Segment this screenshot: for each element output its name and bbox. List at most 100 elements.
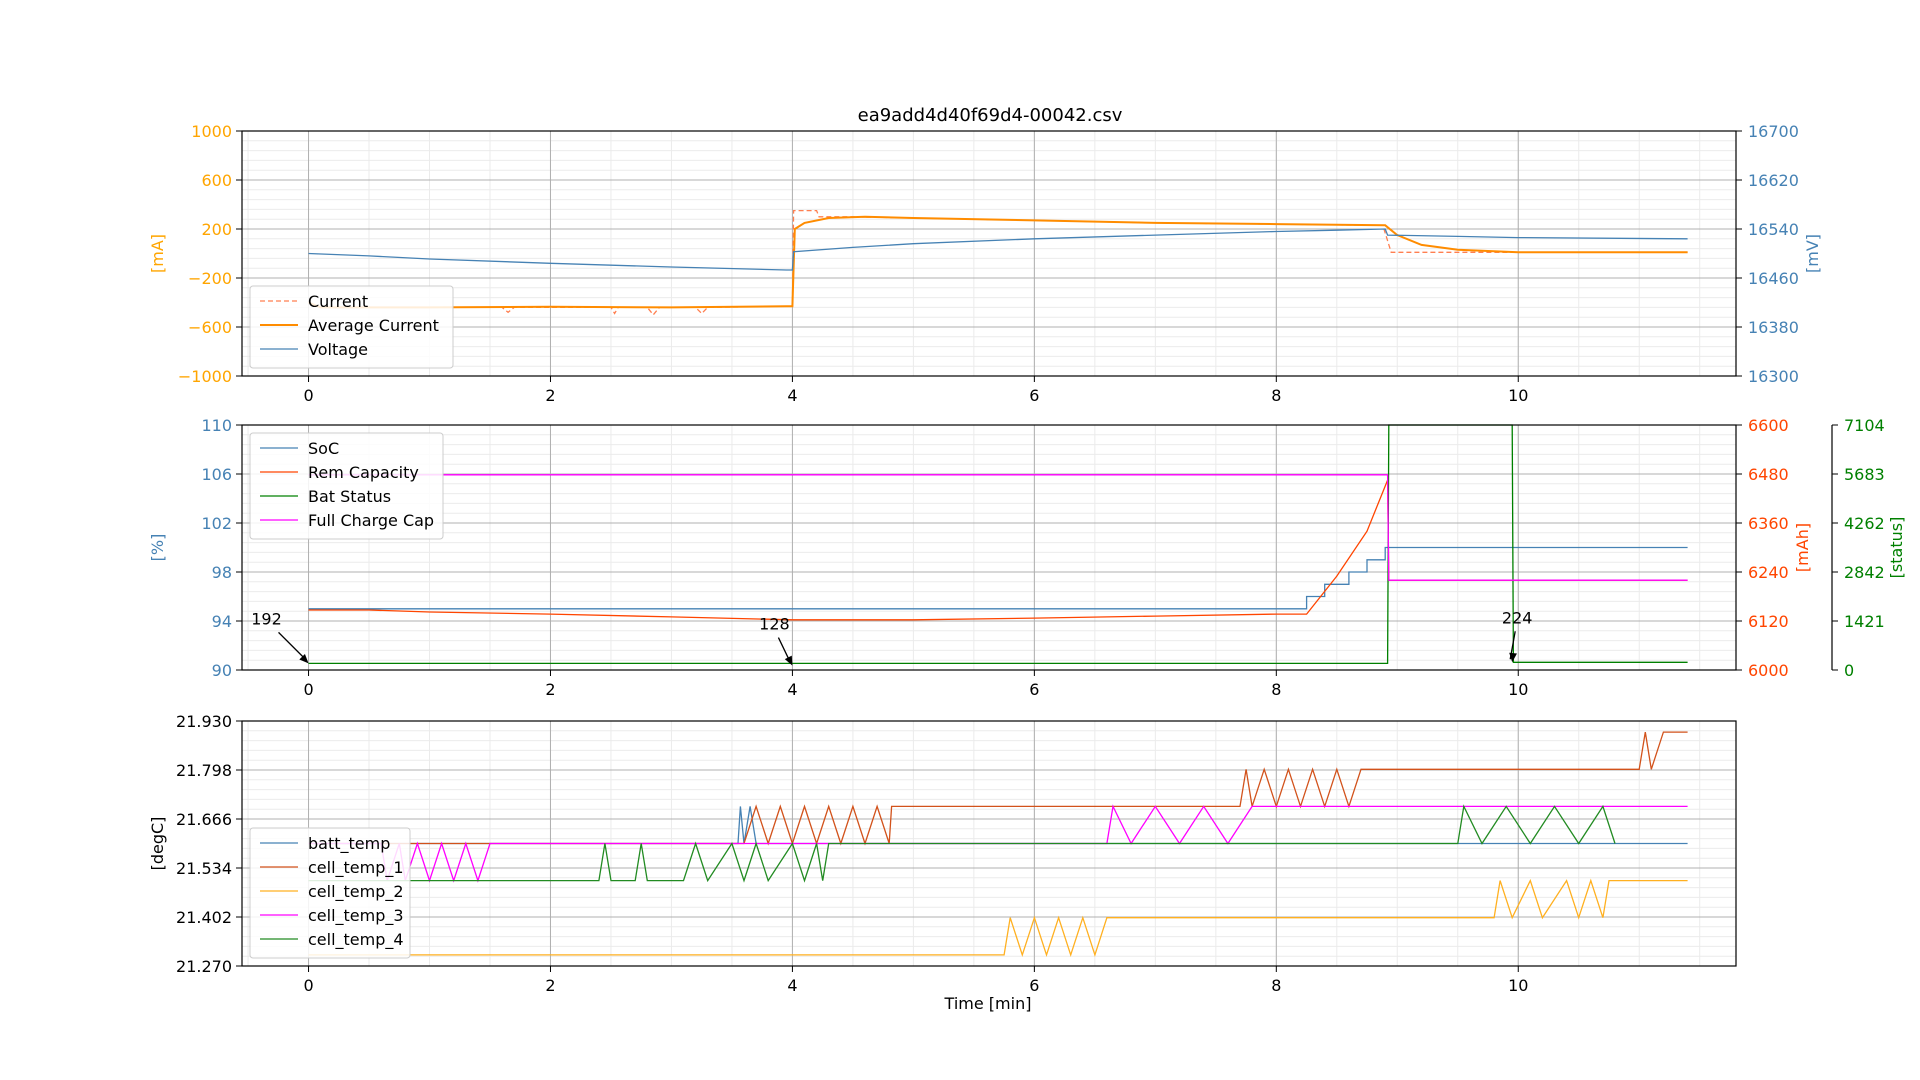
y-tick-label-right2: 7104	[1844, 416, 1885, 435]
y-axis-label-left: [mA]	[148, 234, 167, 273]
series-line-bat-status	[308, 424, 1688, 665]
y-tick-label-right: 6360	[1748, 514, 1789, 533]
y-tick-label-left: −1000	[178, 367, 232, 386]
annotation-arrowhead	[784, 655, 793, 666]
panel-1: 0 2 4 6 8 10 −1000 −600 −200 200 600 1000 [mA] 16300 1…	[148, 122, 1822, 405]
y-tick-label-left: 1000	[191, 122, 232, 141]
annotation-label: 192	[251, 609, 282, 628]
y-tick-label-right: 16300	[1748, 367, 1799, 386]
series-line-batt-temp	[308, 806, 1688, 845]
x-tick-label: 0	[303, 976, 313, 995]
legend-label: Voltage	[308, 340, 368, 359]
y-tick-label-left: 600	[201, 171, 232, 190]
y-tick-label-right: 6120	[1748, 612, 1789, 631]
x-tick-label: 0	[303, 386, 313, 405]
x-tick-label: 6	[1029, 386, 1039, 405]
x-tick-label: 10	[1508, 976, 1528, 995]
legend-label: Average Current	[308, 316, 439, 335]
y-tick-label-left: 94	[212, 612, 232, 631]
legend-label: Full Charge Cap	[308, 511, 434, 530]
y-tick-label-left: 102	[201, 514, 232, 533]
x-tick-label: 2	[545, 976, 555, 995]
y-tick-label-left: 98	[212, 563, 232, 582]
y-tick-label-right: 16700	[1748, 122, 1799, 141]
annotation-arrowhead	[1509, 652, 1517, 663]
legend-box	[249, 827, 411, 959]
y-tick-label-left: −200	[188, 269, 232, 288]
y-tick-label-right: 6000	[1748, 661, 1789, 680]
plot-frame	[241, 720, 1737, 967]
legend-box	[249, 432, 444, 540]
legend-box	[249, 285, 454, 369]
series-line-cell-temp-2	[308, 878, 1688, 958]
series-line-cell-temp-1	[308, 731, 1688, 846]
y-tick-label-left: 110	[201, 416, 232, 435]
legend-label: cell_temp_3	[308, 906, 404, 926]
y-tick-label-right: 16540	[1748, 220, 1799, 239]
y-tick-label-left: 90	[212, 661, 232, 680]
annotation-arrow	[278, 631, 307, 661]
x-tick-label: 4	[787, 976, 797, 995]
annotation-arrowhead	[299, 654, 309, 664]
legend-label: Current	[308, 292, 368, 311]
legend-label: cell_temp_1	[308, 858, 404, 878]
y-tick-label-right: 6600	[1748, 416, 1789, 435]
x-tick-label: 6	[1029, 976, 1039, 995]
legend: SoC Rem Capacity Bat Status Full Charge Cap	[249, 432, 444, 540]
y-tick-label-left: 21.666	[176, 810, 232, 829]
legend: batt_temp cell_temp_1 cell_temp_2 cell_temp…	[249, 827, 411, 959]
legend-label: batt_temp	[308, 834, 390, 854]
y-tick-label-right: 16620	[1748, 171, 1799, 190]
annotation-label: 224	[1502, 608, 1533, 627]
y-axis-label-left: [%]	[148, 534, 167, 562]
y-tick-label-right: 16460	[1748, 269, 1799, 288]
series-line-average-current	[308, 215, 1688, 309]
x-axis-label: Time [min]	[944, 994, 1032, 1013]
y-tick-label-left: 21.534	[176, 859, 232, 878]
y-tick-label-right: 6240	[1748, 563, 1789, 582]
plot-frame	[241, 130, 1737, 377]
series-line-full-charge-cap	[308, 474, 1688, 581]
series-line-rem-capacity	[308, 479, 1688, 621]
y-tick-label-right2: 1421	[1844, 612, 1885, 631]
y-tick-label-left: 21.930	[176, 712, 232, 731]
y-tick-label-right2: 0	[1844, 661, 1854, 680]
x-tick-label: 10	[1508, 386, 1528, 405]
x-tick-label: 10	[1508, 680, 1528, 699]
y-tick-label-right: 6480	[1748, 465, 1789, 484]
y-tick-label-right2: 2842	[1844, 563, 1885, 582]
y-axis-label-right: [mAh]	[1793, 523, 1812, 572]
legend: Current Average Current Voltage	[249, 285, 454, 369]
y-tick-label-right: 16380	[1748, 318, 1799, 337]
x-tick-label: 4	[787, 386, 797, 405]
x-tick-label: 8	[1271, 976, 1281, 995]
y-tick-label-right2: 4262	[1844, 514, 1885, 533]
y-tick-label-left: 21.270	[176, 957, 232, 976]
series-line-cell-temp-4	[308, 804, 1616, 883]
annotation-label: 128	[759, 615, 790, 634]
legend-label: cell_temp_2	[308, 882, 404, 902]
series-line-voltage	[308, 228, 1688, 271]
legend-label: SoC	[308, 439, 339, 458]
x-tick-label: 6	[1029, 680, 1039, 699]
x-tick-label: 8	[1271, 386, 1281, 405]
y-axis-label-left: [degC]	[148, 817, 167, 871]
x-tick-label: 0	[303, 680, 313, 699]
series-line-soc	[308, 546, 1688, 610]
x-tick-label: 2	[545, 386, 555, 405]
x-tick-label: 2	[545, 680, 555, 699]
y-axis-label-right2: [status]	[1887, 517, 1906, 579]
x-tick-label: 8	[1271, 680, 1281, 699]
legend-label: Bat Status	[308, 487, 391, 506]
y-tick-label-left: 200	[201, 220, 232, 239]
chart-title: ea9add4d40f69d4-00042.csv	[858, 105, 1123, 126]
panel-2: 0 2 4 6 8 10 90 94 98 102 106 110 [%] 6000 6120 6240 636…	[148, 416, 1906, 699]
x-tick-label: 4	[787, 680, 797, 699]
plot-frame	[241, 424, 1737, 671]
legend-label: Rem Capacity	[308, 463, 419, 482]
y-tick-label-right2: 5683	[1844, 465, 1885, 484]
panel-3: 0 2 4 6 8 10 21.270 21.402 21.534 21.666 21.798 21.…	[148, 712, 1737, 1013]
legend-label: cell_temp_4	[308, 930, 404, 950]
y-tick-label-left: 106	[201, 465, 232, 484]
